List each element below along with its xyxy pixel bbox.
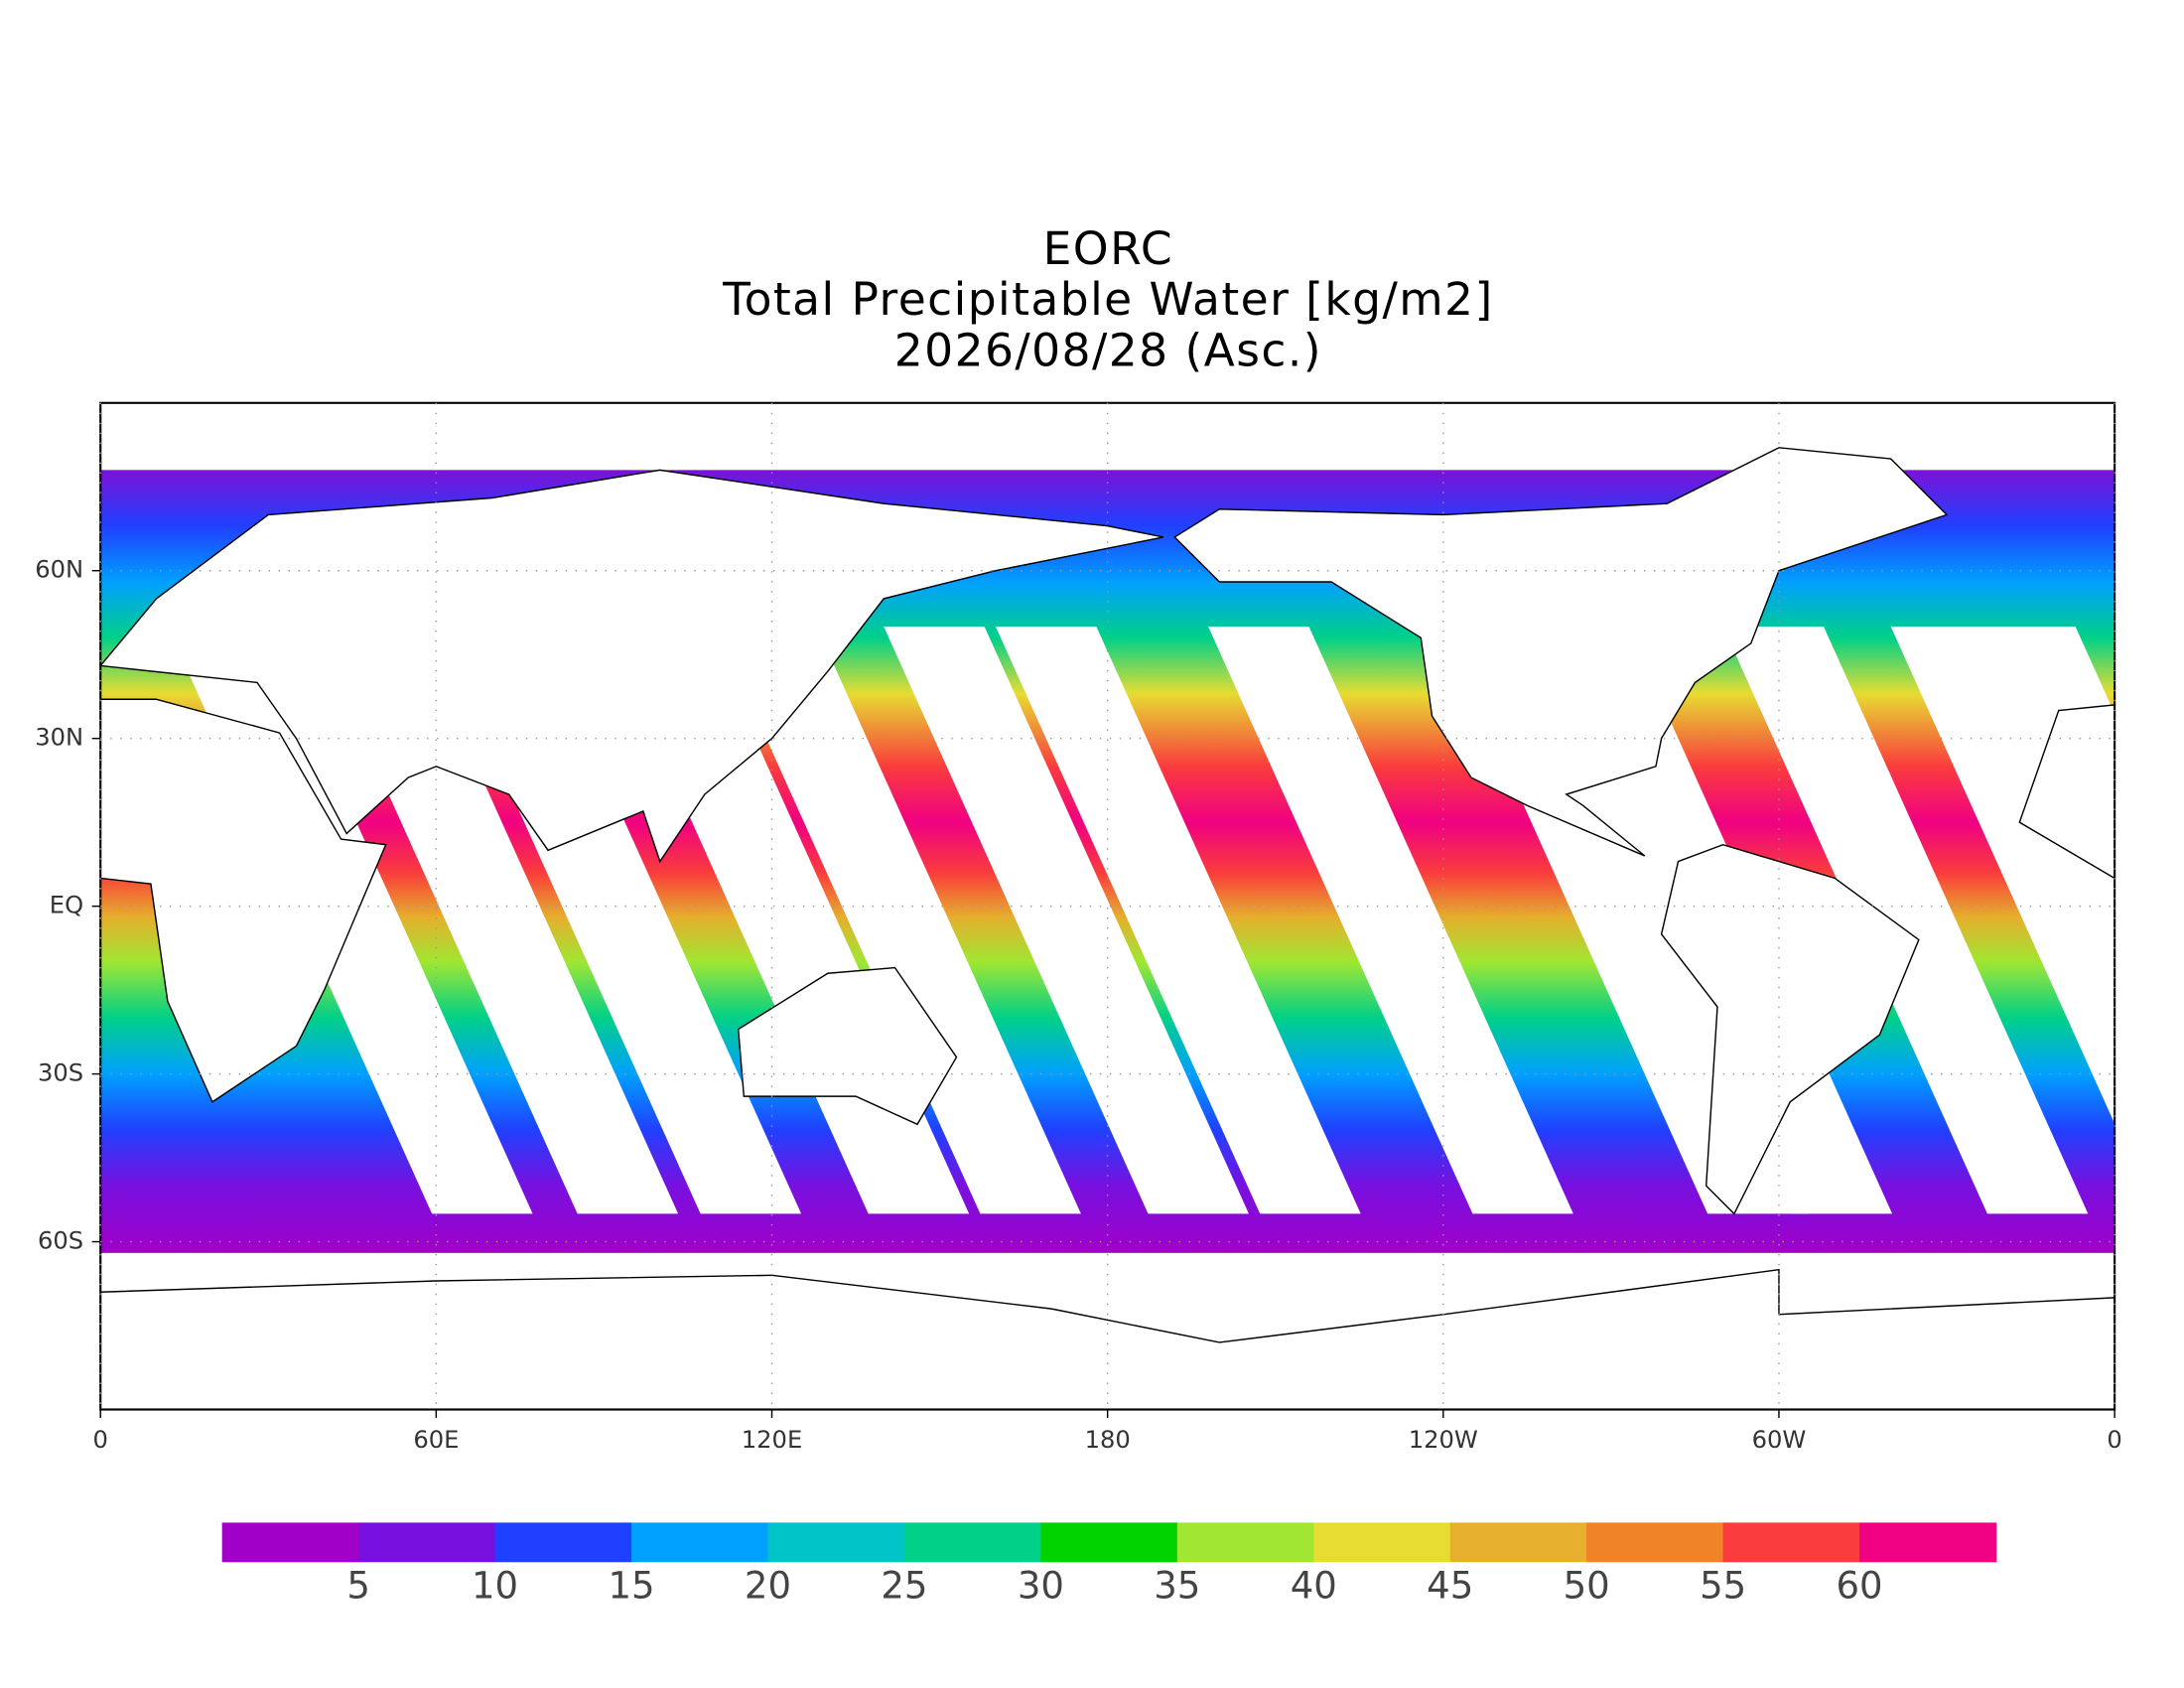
colorbar-label: 35 <box>1154 1564 1200 1607</box>
colorbar-swatch <box>1449 1522 1587 1563</box>
colorbar-label: 60 <box>1837 1564 1883 1607</box>
colorbar-label: 20 <box>745 1564 791 1607</box>
x-tick-label: 0 <box>93 1426 108 1454</box>
colorbar-swatch <box>1040 1522 1178 1563</box>
colorbar-swatch <box>1722 1522 1860 1563</box>
colorbar-label: 45 <box>1427 1564 1473 1607</box>
colorbar-label: 15 <box>608 1564 654 1607</box>
land <box>1173 447 1949 857</box>
x-tick-label: 120E <box>742 1426 802 1454</box>
colorbar-swatch <box>358 1522 496 1563</box>
x-tick-label: 180 <box>1085 1426 1131 1454</box>
colorbar-label: 25 <box>881 1564 927 1607</box>
colorbar-swatch <box>494 1522 632 1563</box>
land <box>100 469 1164 864</box>
y-tick-label: 30N <box>35 724 83 752</box>
orbit-gap <box>995 627 1361 1214</box>
y-tick-label: 60S <box>38 1227 83 1255</box>
colorbar-label: 5 <box>346 1564 370 1607</box>
x-tick-label: 60W <box>1752 1426 1807 1454</box>
land <box>2018 704 2116 880</box>
orbit-gap <box>1722 627 2089 1214</box>
orbit-gap <box>1208 627 1573 1214</box>
colorbar-label: 55 <box>1700 1564 1746 1607</box>
title-line: 2026/08/28 (Asc.) <box>894 324 1322 376</box>
x-tick-label: 0 <box>2107 1426 2121 1454</box>
y-tick-label: EQ <box>50 892 83 919</box>
colorbar-swatch <box>631 1522 769 1563</box>
colorbar-swatch <box>1586 1522 1724 1563</box>
land <box>1660 843 1920 1215</box>
title-line: Total Precipitable Water [kg/m2] <box>722 273 1494 326</box>
title-line: EORC <box>1043 222 1174 275</box>
colorbar-label: 30 <box>1018 1564 1064 1607</box>
colorbar-swatch <box>1313 1522 1451 1563</box>
x-tick-label: 120W <box>1409 1426 1478 1454</box>
land <box>100 698 387 1103</box>
colorbar-label: 10 <box>472 1564 518 1607</box>
colorbar-swatch <box>1859 1522 1997 1563</box>
orbit-gap <box>716 627 1081 1214</box>
colorbar-swatch <box>1176 1522 1314 1563</box>
x-tick-label: 60E <box>413 1426 459 1454</box>
colorbar-swatch <box>903 1522 1042 1563</box>
colorbar-label: 40 <box>1291 1564 1337 1607</box>
y-tick-label: 30S <box>38 1059 83 1087</box>
map-area <box>100 447 2116 1410</box>
y-tick-label: 60N <box>35 556 83 584</box>
colorbar-swatch <box>221 1522 359 1563</box>
land <box>737 966 958 1126</box>
colorbar-label: 50 <box>1564 1564 1610 1607</box>
orbit-gap <box>884 627 1249 1214</box>
colorbar-swatch <box>767 1522 905 1563</box>
land <box>100 1268 2116 1410</box>
